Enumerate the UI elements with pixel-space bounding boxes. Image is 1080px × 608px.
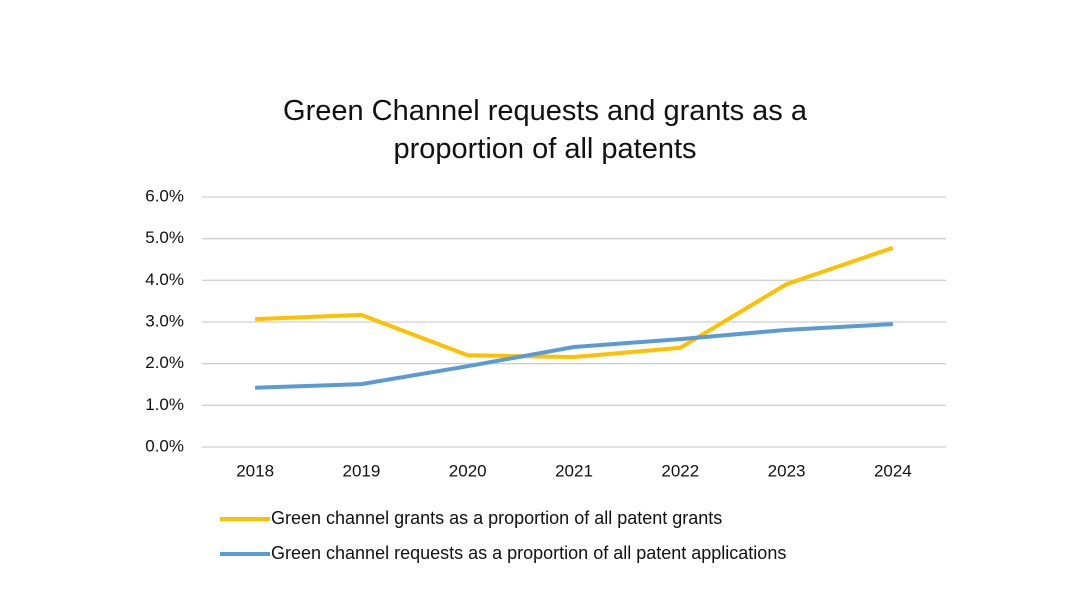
chart-title: Green Channel requests and grants as a p… <box>220 92 870 168</box>
x-tick-label: 2024 <box>874 461 912 480</box>
x-tick-label: 2021 <box>555 461 593 480</box>
legend-label: Green channel grants as a proportion of … <box>271 508 722 528</box>
series-line <box>255 248 893 357</box>
x-tick-label: 2023 <box>768 461 806 480</box>
y-tick-label: 0.0% <box>145 436 184 455</box>
x-tick-label: 2020 <box>449 461 487 480</box>
y-tick-label: 3.0% <box>145 311 184 330</box>
x-tick-label: 2022 <box>661 461 699 480</box>
y-tick-label: 4.0% <box>145 270 184 289</box>
y-tick-label: 6.0% <box>145 186 184 205</box>
legend-label: Green channel requests as a proportion o… <box>271 543 786 563</box>
x-tick-label: 2019 <box>343 461 381 480</box>
x-tick-label: 2018 <box>236 461 274 480</box>
y-tick-label: 1.0% <box>145 395 184 414</box>
y-tick-label: 5.0% <box>145 228 184 247</box>
y-tick-label: 2.0% <box>145 353 184 372</box>
